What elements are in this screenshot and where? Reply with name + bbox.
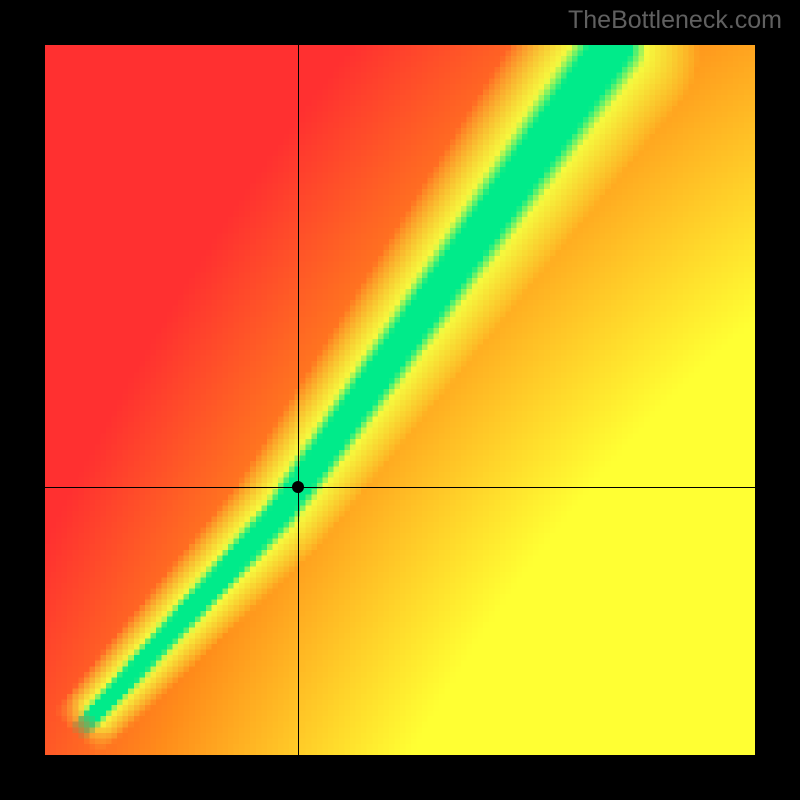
data-marker [292, 481, 304, 493]
crosshair-horizontal [45, 487, 755, 488]
heatmap-canvas [45, 45, 755, 755]
chart-container: TheBottleneck.com [0, 0, 800, 800]
watermark-text: TheBottleneck.com [568, 6, 782, 35]
crosshair-vertical [298, 45, 299, 755]
